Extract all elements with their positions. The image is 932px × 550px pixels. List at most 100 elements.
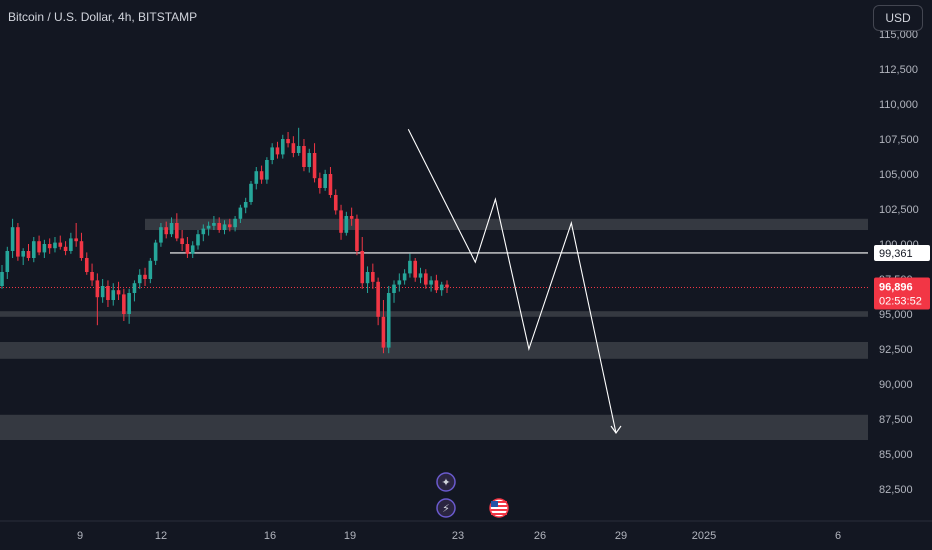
candle — [227, 218, 232, 232]
zone-1[interactable] — [0, 311, 868, 317]
candle — [360, 237, 365, 289]
candle — [296, 127, 301, 156]
candle — [265, 157, 269, 184]
candle — [371, 263, 375, 289]
y-tick-label: 105,000 — [879, 169, 919, 181]
candle — [339, 204, 343, 240]
candle — [212, 216, 216, 230]
candle — [58, 235, 63, 250]
plot-area[interactable] — [0, 127, 868, 440]
x-tick-label: 26 — [534, 530, 546, 542]
candle — [408, 253, 412, 278]
candle — [286, 132, 290, 148]
candle — [148, 258, 153, 284]
candle — [84, 252, 89, 275]
candle — [47, 238, 52, 254]
candle — [185, 237, 190, 258]
candle — [190, 241, 195, 258]
y-tick-label: 90,000 — [879, 379, 913, 391]
y-axis[interactable]: 115,000 112,500 110,000 107,500 105,000 102,5… — [868, 0, 932, 550]
svg-text:⚡: ⚡ — [442, 502, 450, 515]
candle — [26, 244, 31, 261]
y-tick-label: 110,000 — [879, 99, 918, 111]
candle — [222, 220, 227, 235]
y-tick-label: 85,000 — [879, 449, 913, 461]
candle — [169, 217, 174, 237]
x-axis[interactable]: 9 12 16 19 23 26 29 2025 6 — [0, 520, 932, 542]
x-tick-label: 16 — [264, 530, 276, 542]
svg-text:96,896: 96,896 — [879, 281, 913, 293]
candle — [323, 169, 327, 191]
candle — [328, 167, 333, 198]
candle — [132, 280, 137, 302]
y-tick-label: 95,000 — [879, 309, 913, 321]
x-tick-label: 23 — [452, 530, 464, 542]
candle — [5, 246, 10, 279]
us-flag-icon[interactable] — [489, 498, 509, 518]
candle — [344, 211, 349, 236]
y-tick-label: 102,500 — [879, 204, 919, 216]
candle — [397, 273, 402, 292]
candle — [429, 276, 433, 292]
y-tick-label: 112,500 — [879, 64, 918, 76]
candle — [312, 143, 317, 183]
y-tick-label: 107,500 — [879, 134, 919, 146]
candle — [318, 172, 322, 194]
candle — [21, 248, 25, 265]
candle — [143, 267, 147, 286]
compass-icon[interactable]: ✦ — [436, 472, 456, 492]
currency-button[interactable]: USD — [873, 5, 923, 31]
candle — [31, 237, 36, 263]
candle — [206, 221, 211, 236]
candle — [42, 239, 47, 258]
candle — [386, 286, 391, 354]
x-tick-label: 19 — [344, 530, 356, 542]
candle — [74, 223, 78, 247]
candle — [95, 273, 100, 326]
candle — [106, 280, 110, 307]
zone-3[interactable] — [0, 414, 868, 440]
candle — [275, 141, 280, 159]
candle — [10, 218, 15, 258]
y-tick-label: 87,500 — [879, 414, 913, 426]
svg-text:02:53:52: 02:53:52 — [879, 295, 922, 307]
candle — [137, 269, 142, 289]
candle — [381, 300, 386, 354]
last-price-label: 96,896 02:53:52 — [874, 277, 930, 310]
candle — [249, 181, 253, 205]
zone-0[interactable] — [145, 218, 868, 230]
y-tick-label: 115,000 — [879, 29, 918, 41]
candle — [196, 230, 200, 250]
candle — [53, 237, 57, 253]
candle — [254, 167, 259, 190]
level-price-label: 99,361 — [874, 244, 930, 261]
candles — [0, 127, 449, 354]
zones — [0, 218, 868, 440]
candle — [175, 213, 179, 242]
x-tick-label: 12 — [155, 530, 167, 542]
candle — [349, 207, 354, 226]
lightning-icon[interactable]: ⚡ — [436, 498, 456, 518]
x-tick-label: 9 — [77, 530, 83, 542]
candle — [259, 165, 264, 184]
y-tick-label: 82,500 — [879, 484, 913, 496]
candle — [238, 204, 243, 223]
candle — [69, 232, 73, 254]
candle — [439, 281, 444, 296]
candle — [280, 134, 285, 159]
candle — [243, 197, 248, 214]
projection-path[interactable] — [407, 128, 617, 434]
x-tick-label: 6 — [835, 530, 841, 542]
candle — [376, 277, 380, 326]
zone-2[interactable] — [0, 342, 868, 359]
candle — [365, 266, 370, 293]
candle — [153, 239, 158, 265]
candle — [302, 139, 306, 172]
candle — [122, 288, 126, 321]
svg-text:✦: ✦ — [441, 476, 450, 489]
y-tick-label: 92,500 — [879, 344, 913, 356]
candle — [201, 224, 206, 242]
candle — [159, 223, 163, 247]
